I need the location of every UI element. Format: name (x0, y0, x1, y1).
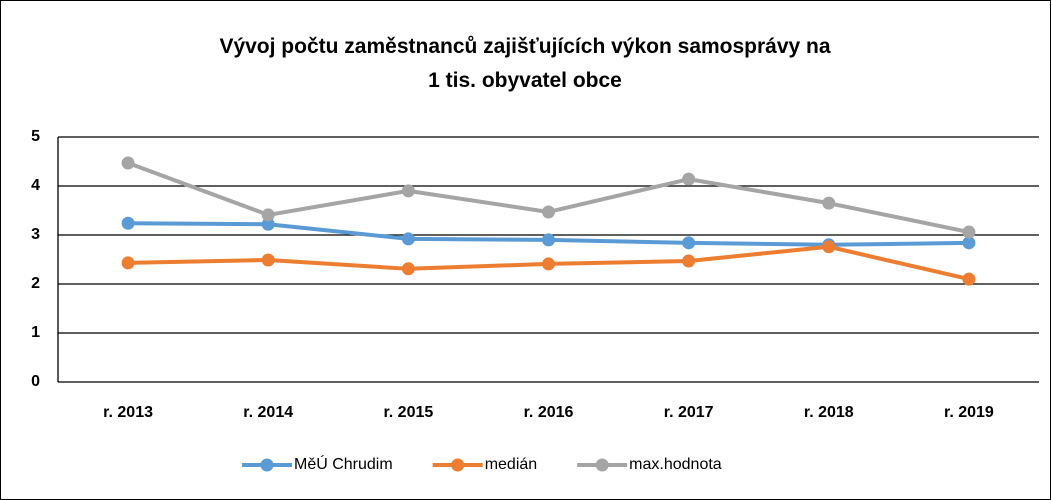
marker (542, 257, 555, 271)
y-tick-label: 2 (31, 275, 40, 292)
marker (542, 233, 555, 247)
marker (682, 254, 696, 268)
x-tick-label: r. 2018 (804, 404, 854, 421)
x-tick-label: r. 2014 (243, 404, 293, 421)
marker (962, 272, 976, 286)
marker (682, 236, 696, 250)
marker (121, 216, 135, 230)
x-tick-label: r. 2015 (383, 404, 433, 421)
marker (261, 217, 275, 231)
marker (542, 205, 555, 219)
marker (401, 262, 415, 276)
x-tick-label: r. 2016 (524, 404, 574, 421)
legend-marker (595, 458, 609, 472)
marker (962, 236, 976, 250)
y-tick-label: 1 (31, 324, 40, 341)
x-tick-label: r. 2019 (944, 404, 994, 421)
y-tick-label: 5 (31, 128, 40, 145)
y-tick-label: 4 (31, 177, 40, 194)
marker (962, 225, 976, 239)
marker (261, 208, 275, 222)
y-tick-label: 0 (31, 373, 40, 390)
marker (121, 156, 135, 170)
legend-marker (260, 458, 274, 472)
marker (822, 196, 836, 210)
marker (682, 172, 696, 186)
legend-label: MěÚ Chrudim (294, 454, 393, 473)
chart-title: Vývoj počtu zaměstnanců zajišťujících vý… (219, 35, 831, 92)
marker (822, 240, 836, 254)
y-tick-label: 3 (31, 226, 40, 243)
legend-label: medián (485, 456, 537, 473)
legend-marker (451, 458, 465, 472)
x-tick-label: r. 2017 (664, 404, 714, 421)
marker (121, 256, 135, 270)
x-tick-label: r. 2013 (103, 404, 153, 421)
marker (401, 184, 415, 198)
marker (261, 253, 275, 267)
legend-label: max.hodnota (629, 456, 722, 473)
marker (401, 232, 415, 246)
